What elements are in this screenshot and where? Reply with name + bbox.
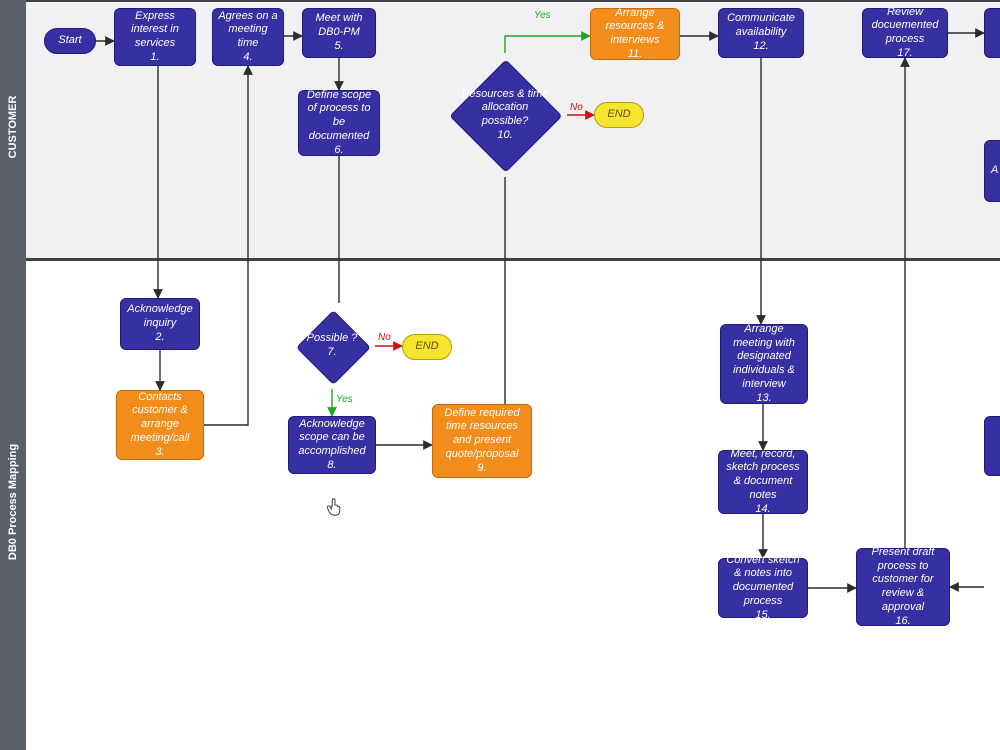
process-node[interactable]: Present draft process to customer for re… xyxy=(856,548,950,626)
terminator-node[interactable]: END xyxy=(402,334,452,360)
node-number: 9. xyxy=(477,462,486,474)
node-label: Define scope of process to be documented xyxy=(307,89,371,142)
process-node[interactable]: Communicate availability 12. xyxy=(718,8,804,58)
node-label: Express interest in services xyxy=(131,10,179,50)
node-number: 1. xyxy=(150,51,159,63)
node-number: 12. xyxy=(753,40,768,52)
node-label: Arrange meeting with designated individu… xyxy=(733,323,795,390)
node-label: Arrange resources & interviews xyxy=(606,7,665,47)
process-node[interactable]: Agrees on a meeting time4. xyxy=(212,8,284,66)
edge-label: Yes xyxy=(534,10,551,21)
node-number: 15. xyxy=(755,609,770,621)
node-label: Meet with DB0-PM xyxy=(315,12,362,38)
process-node[interactable]: Arrange resources & interviews11. xyxy=(590,8,680,60)
node-label: Acknowledge scope can be accomplished xyxy=(298,418,365,458)
node-label: Define required time resources and prese… xyxy=(444,407,519,460)
node-number: 13. xyxy=(756,392,771,404)
node-label: Possible ?7. xyxy=(296,310,368,382)
node-label: Meet, record, sketch process & document … xyxy=(726,448,799,501)
node-label: Review docuemented process xyxy=(872,6,939,46)
process-node[interactable]: Meet with DB0-PM 5. xyxy=(302,8,376,58)
edge-label: No xyxy=(570,102,583,113)
node-number: 11. xyxy=(628,48,642,60)
terminator-node[interactable]: Start xyxy=(44,28,96,54)
node-number: 14. xyxy=(755,503,770,515)
node-label: Present draft process to customer for re… xyxy=(872,546,935,613)
process-node[interactable]: Acknowledge scope can be accomplished8. xyxy=(288,416,376,474)
node-number: 16. xyxy=(895,615,910,627)
process-node[interactable] xyxy=(984,8,1000,58)
node-label: Convert sketch & notes into documented p… xyxy=(726,554,799,607)
process-node[interactable]: Convert sketch & notes into documented p… xyxy=(718,558,808,618)
node-label: Agrees on a meeting time xyxy=(218,10,277,50)
process-node[interactable]: Review docuemented process17. xyxy=(862,8,948,58)
terminator-node[interactable]: END xyxy=(594,102,644,128)
edge-label: No xyxy=(378,332,391,343)
process-node[interactable]: Define required time resources and prese… xyxy=(432,404,532,478)
node-number: 8. xyxy=(327,459,336,471)
node-label: Acknowledge inquiry xyxy=(127,303,192,329)
decision-node[interactable]: Resources & time allocation possible?10. xyxy=(450,60,560,170)
node-label: END xyxy=(607,108,630,120)
node-number: 4. xyxy=(243,51,252,63)
swimlane-label: DB0 Process Mapping xyxy=(7,422,19,582)
process-node[interactable]: Meet, record, sketch process & document … xyxy=(718,450,808,514)
process-node[interactable]: Acknowledge inquiry 2. xyxy=(120,298,200,350)
decision-node[interactable]: Possible ?7. xyxy=(296,310,368,382)
node-label: Communicate availability xyxy=(727,12,795,38)
process-node[interactable]: A a xyxy=(984,140,1000,202)
node-label: END xyxy=(415,340,438,352)
node-label: Start xyxy=(58,34,81,46)
node-number: 5. xyxy=(334,40,343,52)
node-label: Contacts customer & arrange meeting/call xyxy=(131,391,190,444)
diagram-canvas: CUSTOMER DB0 Process Mapping No Yes Yes No Sta… xyxy=(0,0,1000,750)
node-number: 3. xyxy=(155,446,164,458)
process-node[interactable]: Arrange meeting with designated individu… xyxy=(720,324,808,404)
node-label: Resources & time allocation possible?10. xyxy=(450,60,560,170)
process-node[interactable]: Define scope of process to be documented… xyxy=(298,90,380,156)
swimlane-label: CUSTOMER xyxy=(7,47,19,207)
hand-cursor-icon xyxy=(324,496,346,518)
node-number: 17. xyxy=(897,47,912,59)
node-number: 6. xyxy=(334,144,343,156)
node-number: 2. xyxy=(155,331,164,343)
edge-label: Yes xyxy=(336,394,353,405)
node-label: A a xyxy=(991,164,1000,176)
process-node[interactable]: Contacts customer & arrange meeting/call… xyxy=(116,390,204,460)
process-node[interactable]: Express interest in services1. xyxy=(114,8,196,66)
process-node[interactable] xyxy=(984,416,1000,476)
